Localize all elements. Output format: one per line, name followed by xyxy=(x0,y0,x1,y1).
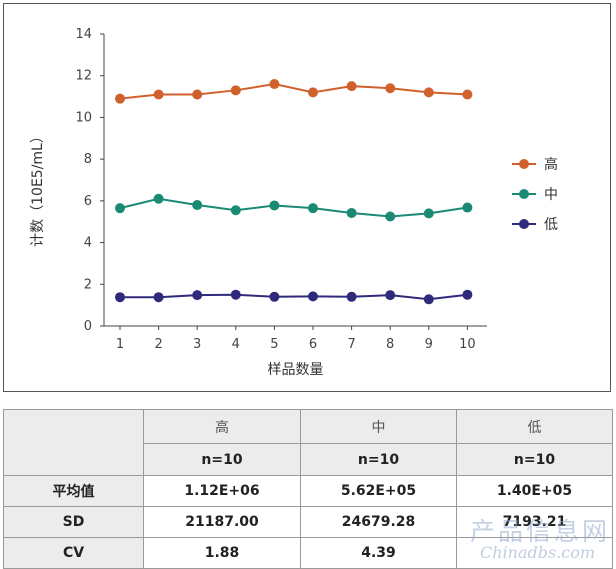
subheader-mid: n=10 xyxy=(300,443,457,476)
series-3-point xyxy=(423,294,434,305)
subheader-low: n=10 xyxy=(456,443,613,476)
y-tick-label: 6 xyxy=(84,194,92,209)
legend-marker xyxy=(519,219,529,229)
series-line-3 xyxy=(120,293,468,301)
cell-sd-low: 7193.21 xyxy=(456,506,613,538)
y-tick-label: 4 xyxy=(84,236,92,251)
series-3-point xyxy=(308,291,318,302)
cell-cv-mid: 4.39 xyxy=(300,537,457,569)
series-2-point xyxy=(346,207,357,218)
x-axis-title: 样品数量 xyxy=(268,362,324,378)
series-1-point xyxy=(192,89,203,100)
series-3-point xyxy=(462,289,473,300)
table-corner-cell xyxy=(3,409,144,476)
x-tick-label: 10 xyxy=(459,337,476,352)
table-row-sd: SD 21187.00 24679.28 7193.21 xyxy=(3,506,613,538)
cell-sd-mid: 24679.28 xyxy=(300,506,457,538)
series-line-2 xyxy=(119,197,468,218)
series-3-point xyxy=(269,291,280,302)
series-3-point xyxy=(192,290,203,301)
legend-marker xyxy=(519,159,529,169)
header-low: 低 xyxy=(456,409,613,444)
legend-label: 低 xyxy=(544,217,558,233)
table-header-row: 高 中 低 xyxy=(3,409,613,476)
y-tick-label: 10 xyxy=(75,110,92,125)
x-tick-label: 9 xyxy=(425,337,433,352)
series-1-point xyxy=(462,89,473,100)
series-2-point xyxy=(269,200,280,211)
x-tick-label: 5 xyxy=(270,337,278,352)
series-3-point xyxy=(153,292,164,303)
legend-label: 高 xyxy=(544,156,558,173)
series-1-point xyxy=(308,87,318,98)
cell-mean-low: 1.40E+05 xyxy=(456,475,613,507)
series-3-point xyxy=(230,289,241,300)
y-tick-label: 2 xyxy=(84,277,92,292)
series-1-point xyxy=(153,89,164,100)
series-1-point xyxy=(269,79,280,90)
series-1-point xyxy=(385,83,396,94)
series-3-point xyxy=(385,290,396,301)
legend-marker xyxy=(519,189,529,199)
series-2-point xyxy=(308,203,318,214)
header-mid: 中 xyxy=(300,409,457,444)
x-tick-label: 2 xyxy=(154,337,162,352)
series-1-point xyxy=(423,87,434,98)
series-1-point xyxy=(115,93,125,104)
x-tick-label: 8 xyxy=(386,337,394,352)
y-axis-title: 计数（10E5/mL） xyxy=(30,129,46,247)
cell-mean-mid: 5.62E+05 xyxy=(300,475,457,507)
x-tick-label: 3 xyxy=(193,337,201,352)
legend-label: 中 xyxy=(544,187,558,203)
header-high: 高 xyxy=(143,409,301,444)
x-tick-label: 1 xyxy=(116,337,124,352)
series-2-point xyxy=(423,208,434,219)
cell-mean-high: 1.12E+06 xyxy=(143,475,301,507)
series-2-point xyxy=(115,203,125,214)
x-tick-label: 4 xyxy=(232,337,240,352)
subheader-high: n=10 xyxy=(143,443,301,476)
series-2-point xyxy=(385,211,396,222)
row-label-cv: CV xyxy=(3,537,144,569)
series-2-point xyxy=(230,205,241,216)
table-row-cv: CV 1.88 4.39 xyxy=(3,537,613,569)
row-label-sd: SD xyxy=(3,506,144,538)
y-tick-label: 0 xyxy=(84,319,92,334)
cell-sd-high: 21187.00 xyxy=(143,506,301,538)
cell-cv-high: 1.88 xyxy=(143,537,301,569)
y-tick-label: 12 xyxy=(75,69,92,84)
x-tick-label: 6 xyxy=(309,337,317,352)
series-2-point xyxy=(462,202,473,213)
series-3-point xyxy=(346,291,357,302)
series-2-point xyxy=(192,200,203,211)
table-row-mean: 平均值 1.12E+06 5.62E+05 1.40E+05 xyxy=(3,475,613,507)
x-tick-label: 7 xyxy=(347,337,355,352)
series-3-point xyxy=(115,292,125,303)
series-line-1 xyxy=(119,83,468,100)
y-tick-label: 14 xyxy=(75,27,92,42)
y-tick-label: 8 xyxy=(84,152,92,167)
stats-table: 高 中 低 n=10 n=10 n=10 平均值 1.12E+06 5.62E+… xyxy=(3,409,613,569)
row-label-mean: 平均值 xyxy=(3,475,144,507)
series-1-point xyxy=(346,81,357,92)
series-2-point xyxy=(153,193,164,204)
cell-cv-low xyxy=(456,537,613,569)
chart-panel: 0 2 4 6 8 10 12 14 1 2 3 4 5 6 7 8 9 10 样品数量 计数（10E5/mL）高中低 xyxy=(3,3,611,392)
series-1-point xyxy=(230,85,241,96)
